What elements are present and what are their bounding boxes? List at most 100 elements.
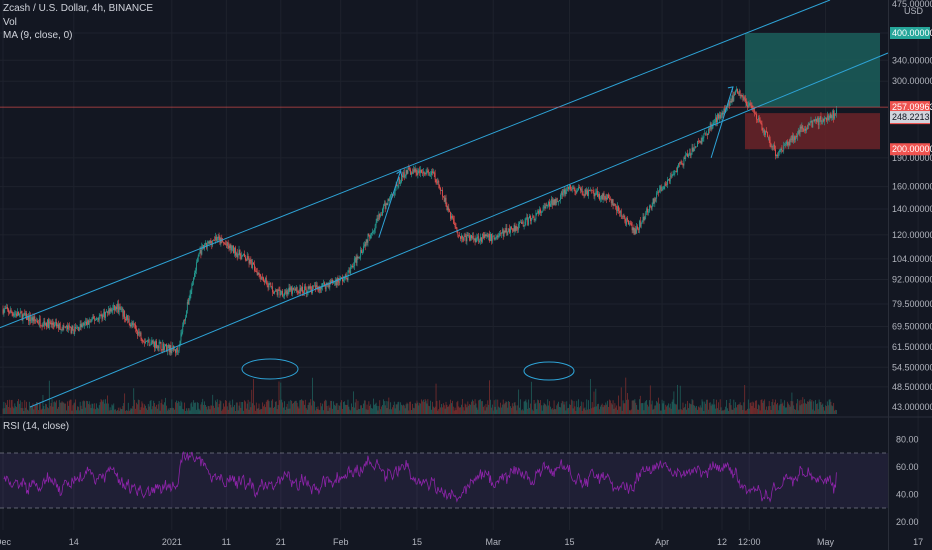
volume-bar [239, 401, 241, 414]
volume-bar [645, 401, 647, 414]
volume-bar [415, 403, 417, 414]
volume-bar [140, 407, 142, 414]
candle-body [530, 218, 532, 221]
candle-body [659, 186, 661, 190]
volume-bar [186, 410, 188, 414]
candle-body [806, 128, 807, 131]
candle-body [539, 209, 540, 214]
volume-bar [258, 403, 260, 414]
candle-body [24, 313, 26, 316]
trend-channel-lines[interactable] [0, 0, 889, 408]
candle-body [530, 215, 531, 221]
price-axis[interactable]: 475.000000340.000000300.000000190.000000… [888, 0, 932, 550]
volume-bar [104, 403, 106, 414]
volume-bar [780, 399, 782, 414]
volume-bar [270, 407, 272, 414]
volume-bar [177, 400, 179, 414]
volume-bar [480, 399, 481, 414]
risk-reward-zones[interactable] [745, 33, 880, 150]
candle-body [160, 342, 162, 350]
candle-body [230, 244, 232, 251]
candle-body [95, 319, 96, 321]
candle-body [240, 255, 242, 260]
candle-body [414, 168, 416, 172]
volume-bar [222, 409, 224, 414]
volume-bar [240, 407, 242, 414]
volume-bar [727, 410, 729, 414]
volume-bar [600, 404, 602, 414]
volume-bar [134, 399, 136, 414]
candle-body [185, 317, 186, 321]
candle-body [379, 213, 381, 217]
candle-body [744, 97, 746, 99]
candle-body [574, 188, 576, 192]
volume-bar [57, 408, 58, 414]
candle-body [281, 291, 283, 294]
volume-bar [703, 410, 705, 414]
volume-bar [747, 408, 748, 414]
volume-bar [39, 402, 41, 414]
volume-bar [125, 410, 126, 414]
candle-body [776, 154, 777, 156]
candle-body [316, 285, 318, 287]
candle-body [114, 305, 116, 311]
volume-bar [203, 404, 205, 414]
candle-body [323, 282, 325, 287]
time-axis[interactable]: Dec1420211121Feb15Mar15Apr1212:00May17Ju… [0, 537, 932, 547]
volume-bar [213, 405, 215, 414]
volume-bar [525, 399, 527, 414]
volume-bar [314, 410, 316, 414]
volume-bar [567, 408, 569, 414]
candle-body [284, 292, 285, 296]
volume-bar [641, 402, 643, 414]
volume-bar [96, 403, 97, 414]
volume-bar [835, 410, 837, 414]
candle-body [55, 322, 57, 323]
volume-bar [403, 405, 405, 414]
candle-body [735, 90, 737, 95]
volume-bar [688, 408, 689, 414]
volume-bar [294, 400, 296, 414]
volume-indicator-label: Vol [3, 17, 17, 28]
candle-body [578, 187, 579, 191]
candle-body [438, 180, 440, 186]
candle-body [769, 139, 771, 147]
candle-body [652, 198, 654, 207]
candle-body [179, 340, 181, 347]
candle-body [494, 238, 496, 239]
candle-body [763, 130, 765, 132]
volume-bar [226, 406, 228, 414]
candle-body [416, 173, 418, 175]
volume-bar [394, 408, 396, 414]
candle-body [672, 174, 674, 177]
volume-bar [364, 400, 366, 414]
volume-bar [98, 405, 100, 414]
annotation-drawings[interactable] [241, 86, 734, 381]
volume-bar [319, 410, 321, 414]
volume-bar [255, 402, 257, 414]
candle-body [28, 315, 30, 322]
volume-bar [283, 407, 284, 414]
volume-bar [763, 400, 765, 414]
candle-body [419, 170, 421, 173]
candle-body [743, 97, 745, 101]
volume-bar [277, 405, 279, 414]
candle-body [551, 199, 553, 206]
volume-bar [66, 410, 67, 414]
volume-bar [811, 399, 813, 414]
volume-bar [440, 407, 441, 414]
candle-body [429, 174, 431, 176]
candle-body [382, 208, 383, 216]
candle-body [285, 290, 287, 294]
candle-body [72, 325, 74, 330]
volume-bar [698, 406, 699, 414]
candle-body [38, 318, 40, 324]
volume-bar [345, 405, 347, 414]
volume-bar [776, 404, 777, 414]
candle-body [803, 129, 805, 132]
volume-bar [550, 409, 552, 414]
candle-body [233, 245, 234, 254]
volume-bar [353, 391, 354, 414]
volume-bar [629, 410, 631, 414]
